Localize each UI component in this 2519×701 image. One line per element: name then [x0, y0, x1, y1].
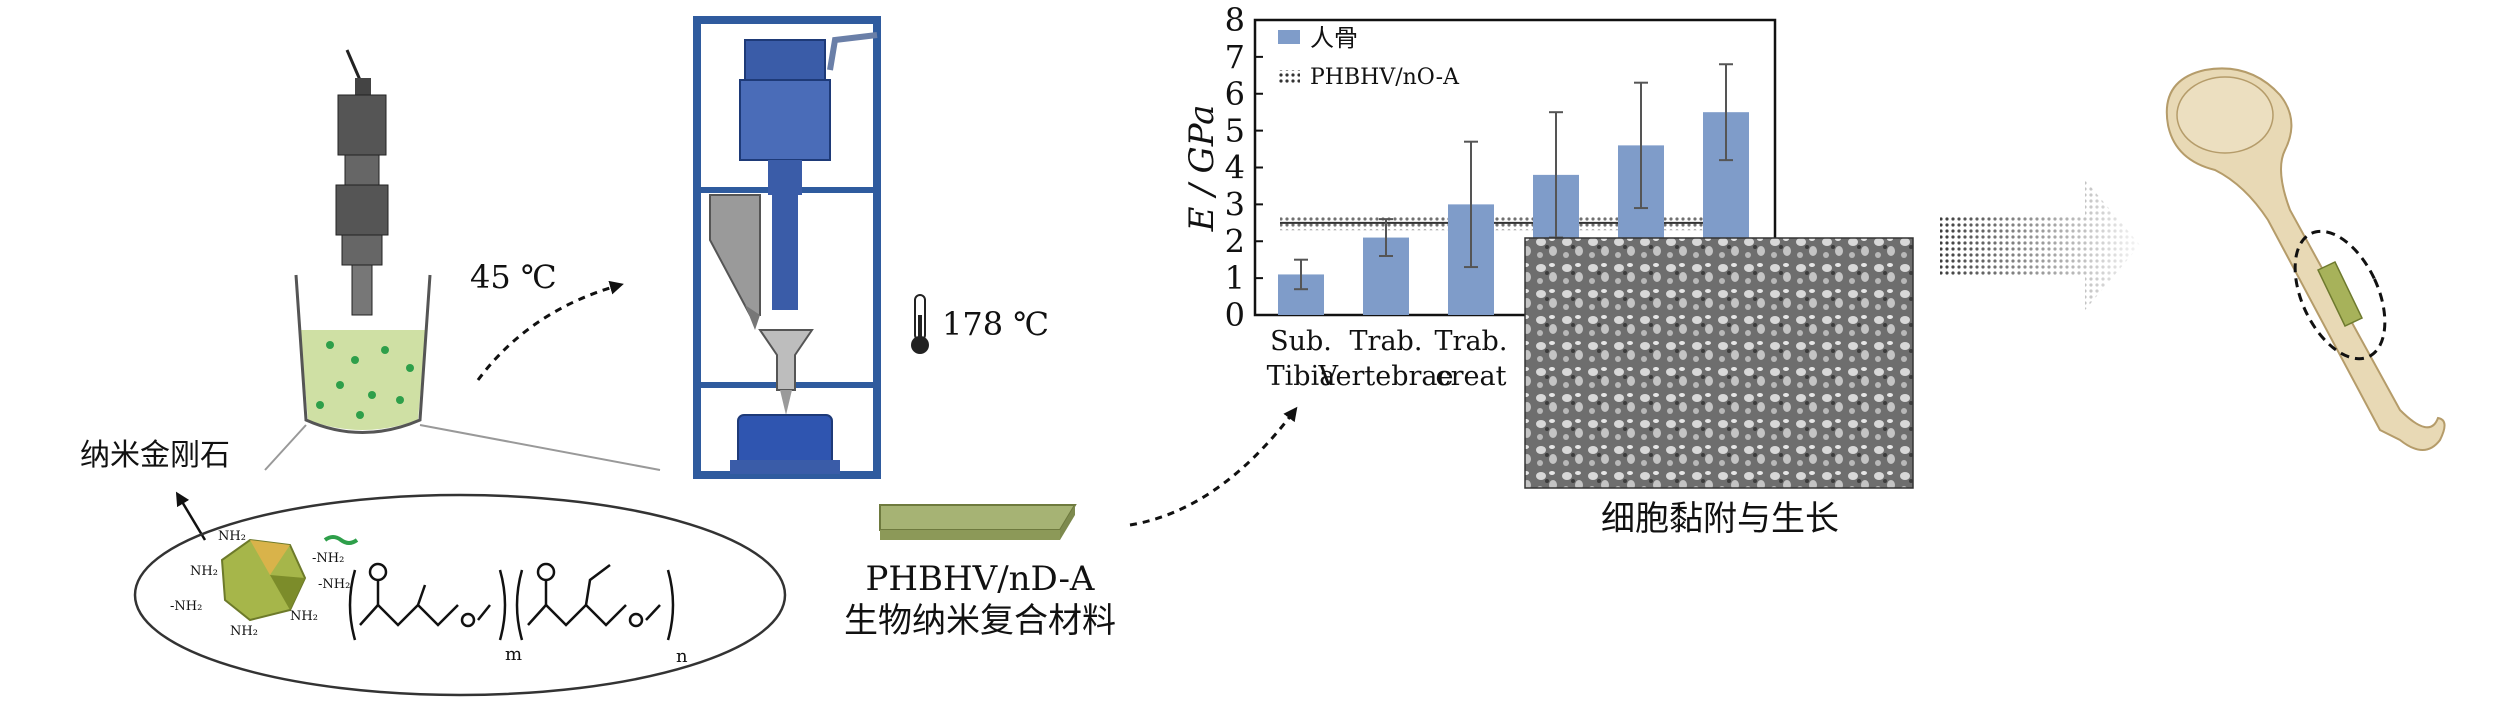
polymer-structure [348, 562, 675, 641]
mixing-temperature: 45 ℃ [470, 258, 557, 296]
sem-micrograph [1524, 237, 1914, 489]
nanodiamond-label: 纳米金刚石 [80, 438, 230, 473]
zoom-lines [264, 424, 661, 471]
reference-band [1280, 215, 1735, 231]
x-category-label: Trab. [1350, 326, 1423, 357]
particle-tag: NH₂ [190, 564, 218, 579]
composite-sample [879, 504, 1077, 540]
y-tick-label: 3 [1225, 185, 1245, 223]
y-tick-label: 4 [1225, 149, 1245, 187]
x-category-label: Vertebrae [1318, 361, 1454, 392]
legend-swatch-bone [1278, 30, 1300, 44]
y-tick-label: 5 [1225, 112, 1245, 150]
cell-caption: 细胞黏附与生长 [1601, 499, 1839, 539]
particle-tag: NH₂ [218, 529, 246, 544]
y-tick-label: 2 [1225, 222, 1245, 260]
result-arrow [1940, 180, 2140, 310]
y-tick-label: 7 [1225, 38, 1245, 76]
error-bars [1294, 63, 1733, 291]
thermometer-icon [911, 294, 929, 354]
legend-label-band: PHBHV/nO-A [1310, 65, 1460, 90]
composite-description: 生物纳米复合材料 [844, 601, 1116, 641]
particle-tag: -NH₂ [312, 551, 344, 566]
particle-tag: NH₂ [230, 624, 258, 639]
x-category-label: creat [1436, 361, 1507, 392]
x-category-label: Trab. [1435, 326, 1508, 357]
process-arrow-1 [476, 280, 624, 381]
legend-swatch-band [1278, 70, 1300, 84]
y-axis-label: E / GPa [1182, 105, 1222, 233]
y-tick-label: 8 [1225, 1, 1245, 39]
sonicator [335, 49, 389, 316]
bone-illustration [2165, 67, 2446, 451]
y-tick-label: 0 [1225, 296, 1245, 334]
polymer-subscript-n: n [676, 646, 688, 667]
x-category-label: Sub. [1270, 326, 1332, 357]
composite-name: PHBHV/nD-A [865, 559, 1094, 599]
x-category-label: Tibia [1267, 361, 1336, 392]
polymer-subscript-m: m [505, 644, 522, 665]
extruder-machine [693, 16, 881, 479]
zoom-ellipse [133, 493, 787, 697]
particle-tag: -NH₂ [170, 599, 202, 614]
process-arrow-2 [1129, 406, 1298, 527]
legend-label-bone: 人骨 [1310, 24, 1358, 52]
particle-tag: NH₂ [290, 609, 318, 624]
nanodiamond-pointer [175, 491, 207, 541]
particle-tag: -NH₂ [318, 577, 350, 592]
y-tick-label: 6 [1225, 75, 1245, 113]
implant-highlight [2293, 229, 2387, 361]
beaker [294, 274, 432, 434]
extrusion-temperature: 178 ℃ [942, 305, 1049, 343]
y-tick-label: 1 [1225, 259, 1245, 297]
nanodiamond-particle: NH₂ -NH₂ -NH₂ NH₂ -NH₂ NH₂ NH₂ [170, 529, 359, 639]
